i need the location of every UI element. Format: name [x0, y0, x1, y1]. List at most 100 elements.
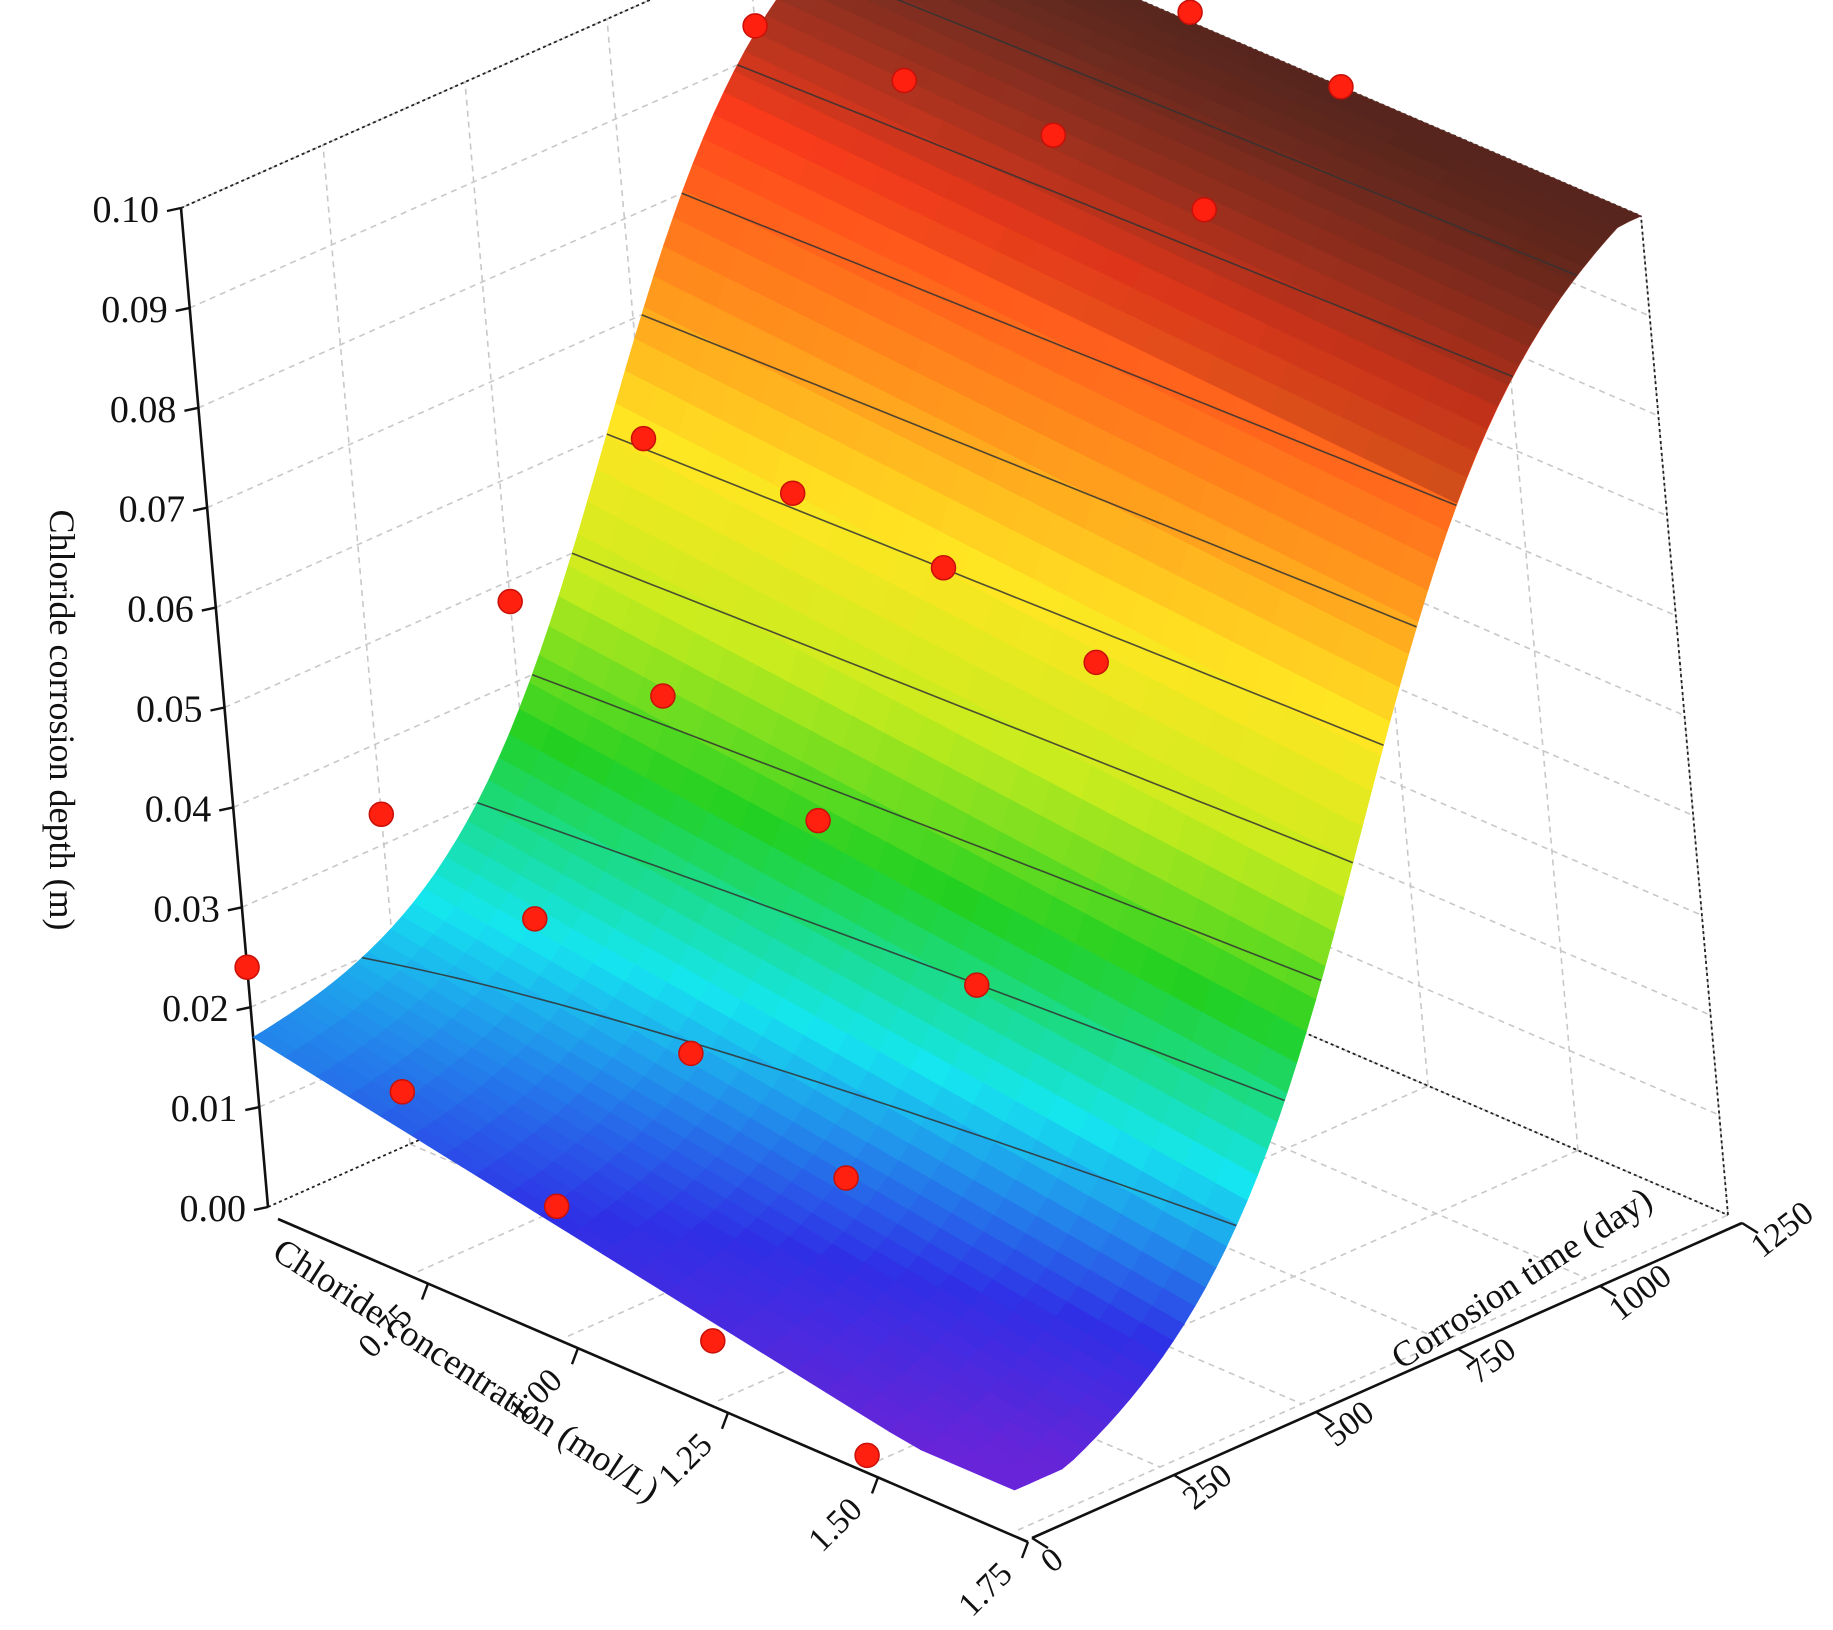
surface-shade — [1269, 168, 1312, 198]
surface-shade — [948, 0, 990, 14]
y-tick-label: 250 — [1176, 1457, 1239, 1518]
surface-shade — [1498, 314, 1541, 347]
surface-shade — [1458, 197, 1502, 225]
surface-shade — [1268, 386, 1311, 428]
surface-shade — [1069, 161, 1112, 195]
surface-shade — [797, 13, 840, 45]
surface-shade — [955, 26, 999, 55]
surface-shade — [1125, 33, 1169, 59]
surface-shade — [755, 85, 798, 122]
surface-shade — [765, 65, 808, 101]
data-point — [497, 588, 523, 615]
surface-shade — [1166, 85, 1209, 112]
surface-shade — [1132, 264, 1174, 303]
surface-shade — [954, 85, 997, 118]
surface-shade — [1173, 258, 1216, 295]
surface-patch — [866, 0, 904, 13]
surface-shade — [1300, 182, 1343, 212]
z-tick-label: 0.04 — [145, 788, 212, 830]
data-point — [368, 801, 395, 828]
surface-shade — [1237, 371, 1279, 413]
surface-shade — [1418, 145, 1462, 172]
surface-shade — [1070, 97, 1113, 128]
data-point — [522, 906, 548, 932]
surface-shade — [1341, 311, 1383, 348]
surface-shade — [776, 121, 819, 160]
surface-shade — [1356, 118, 1399, 144]
surface-shade — [1394, 447, 1436, 489]
floor-gridline-x — [867, 1149, 1579, 1467]
surface-shade — [975, 190, 1017, 228]
surface-shade — [978, 1, 1021, 28]
surface-shade — [1446, 269, 1489, 301]
surface-shade — [1258, 183, 1301, 214]
surface-shade — [1342, 182, 1386, 211]
surface-shade — [1532, 212, 1575, 240]
surface-shade — [828, 95, 871, 131]
surface-shade — [1435, 437, 1478, 478]
data-point — [1083, 649, 1109, 676]
surface-shade — [924, 12, 967, 41]
surface-shade — [1476, 350, 1519, 386]
data-point — [930, 555, 957, 581]
contour-line — [641, 314, 1417, 628]
surface-shade — [1416, 196, 1459, 225]
z-axis-title: Chloride corrosion depth (m) — [42, 510, 82, 931]
surface-shade — [1239, 100, 1283, 127]
surface-shade — [1404, 271, 1447, 304]
z-tick-label: 0.02 — [162, 988, 229, 1030]
y-tick — [1031, 1536, 1049, 1550]
surface-shade — [1523, 180, 1567, 201]
x-axis-title: Chloride concentration (mol/L) — [266, 1230, 667, 1510]
surface-shade — [1468, 238, 1511, 268]
surface-shade — [1425, 239, 1468, 270]
surface-shade — [1282, 102, 1325, 129]
surface-shade — [1385, 182, 1428, 211]
surface-shade — [1184, 317, 1227, 357]
surface-shade — [976, 54, 1019, 85]
data-point — [1177, 0, 1203, 25]
surface-shade — [840, 12, 883, 43]
surface-shade — [1278, 362, 1321, 402]
surface-shade — [745, 32, 787, 66]
surface-shade — [1425, 462, 1468, 504]
surface-shade — [1331, 416, 1373, 458]
surface-shade — [1208, 86, 1251, 113]
x-axis-line — [277, 1217, 1029, 1544]
surface-shade — [1215, 332, 1258, 372]
surface-shade — [1364, 155, 1408, 183]
surface-shade — [1110, 228, 1153, 265]
surface-shade — [1344, 129, 1388, 156]
x-tick — [720, 1412, 730, 1430]
surface-shade — [1152, 223, 1195, 259]
z-tick — [192, 506, 208, 512]
surface-shade — [1153, 302, 1195, 342]
surface-shade — [1072, 43, 1115, 70]
surface-shade — [891, 205, 934, 245]
surface-shade — [1320, 277, 1363, 312]
surface-shade — [870, 167, 913, 205]
surface-shade — [1083, 31, 1126, 57]
surface-shade — [1142, 172, 1185, 205]
surface-shade — [1488, 267, 1531, 298]
surface-shade — [1291, 140, 1334, 169]
y-tick — [1457, 1347, 1475, 1361]
surface-shade — [839, 152, 881, 190]
surface-shade — [786, 100, 829, 137]
surface-shade — [1090, 194, 1132, 229]
surface-shade — [1112, 97, 1155, 127]
surface-shade — [1438, 171, 1482, 198]
surface-shade — [1372, 256, 1415, 289]
surface-shade — [913, 26, 956, 56]
surface-shade — [1424, 303, 1467, 337]
surface-shade — [807, 61, 850, 96]
surface-shade — [1324, 105, 1368, 130]
data-point — [543, 1193, 570, 1220]
surface-shade — [1059, 257, 1101, 296]
surface-shade — [1376, 143, 1419, 170]
y-tick — [1315, 1410, 1333, 1424]
surface-shade — [1100, 175, 1143, 209]
y-tick — [1741, 1221, 1759, 1235]
surface-shade — [1597, 202, 1641, 222]
surface-shade — [1499, 252, 1542, 282]
